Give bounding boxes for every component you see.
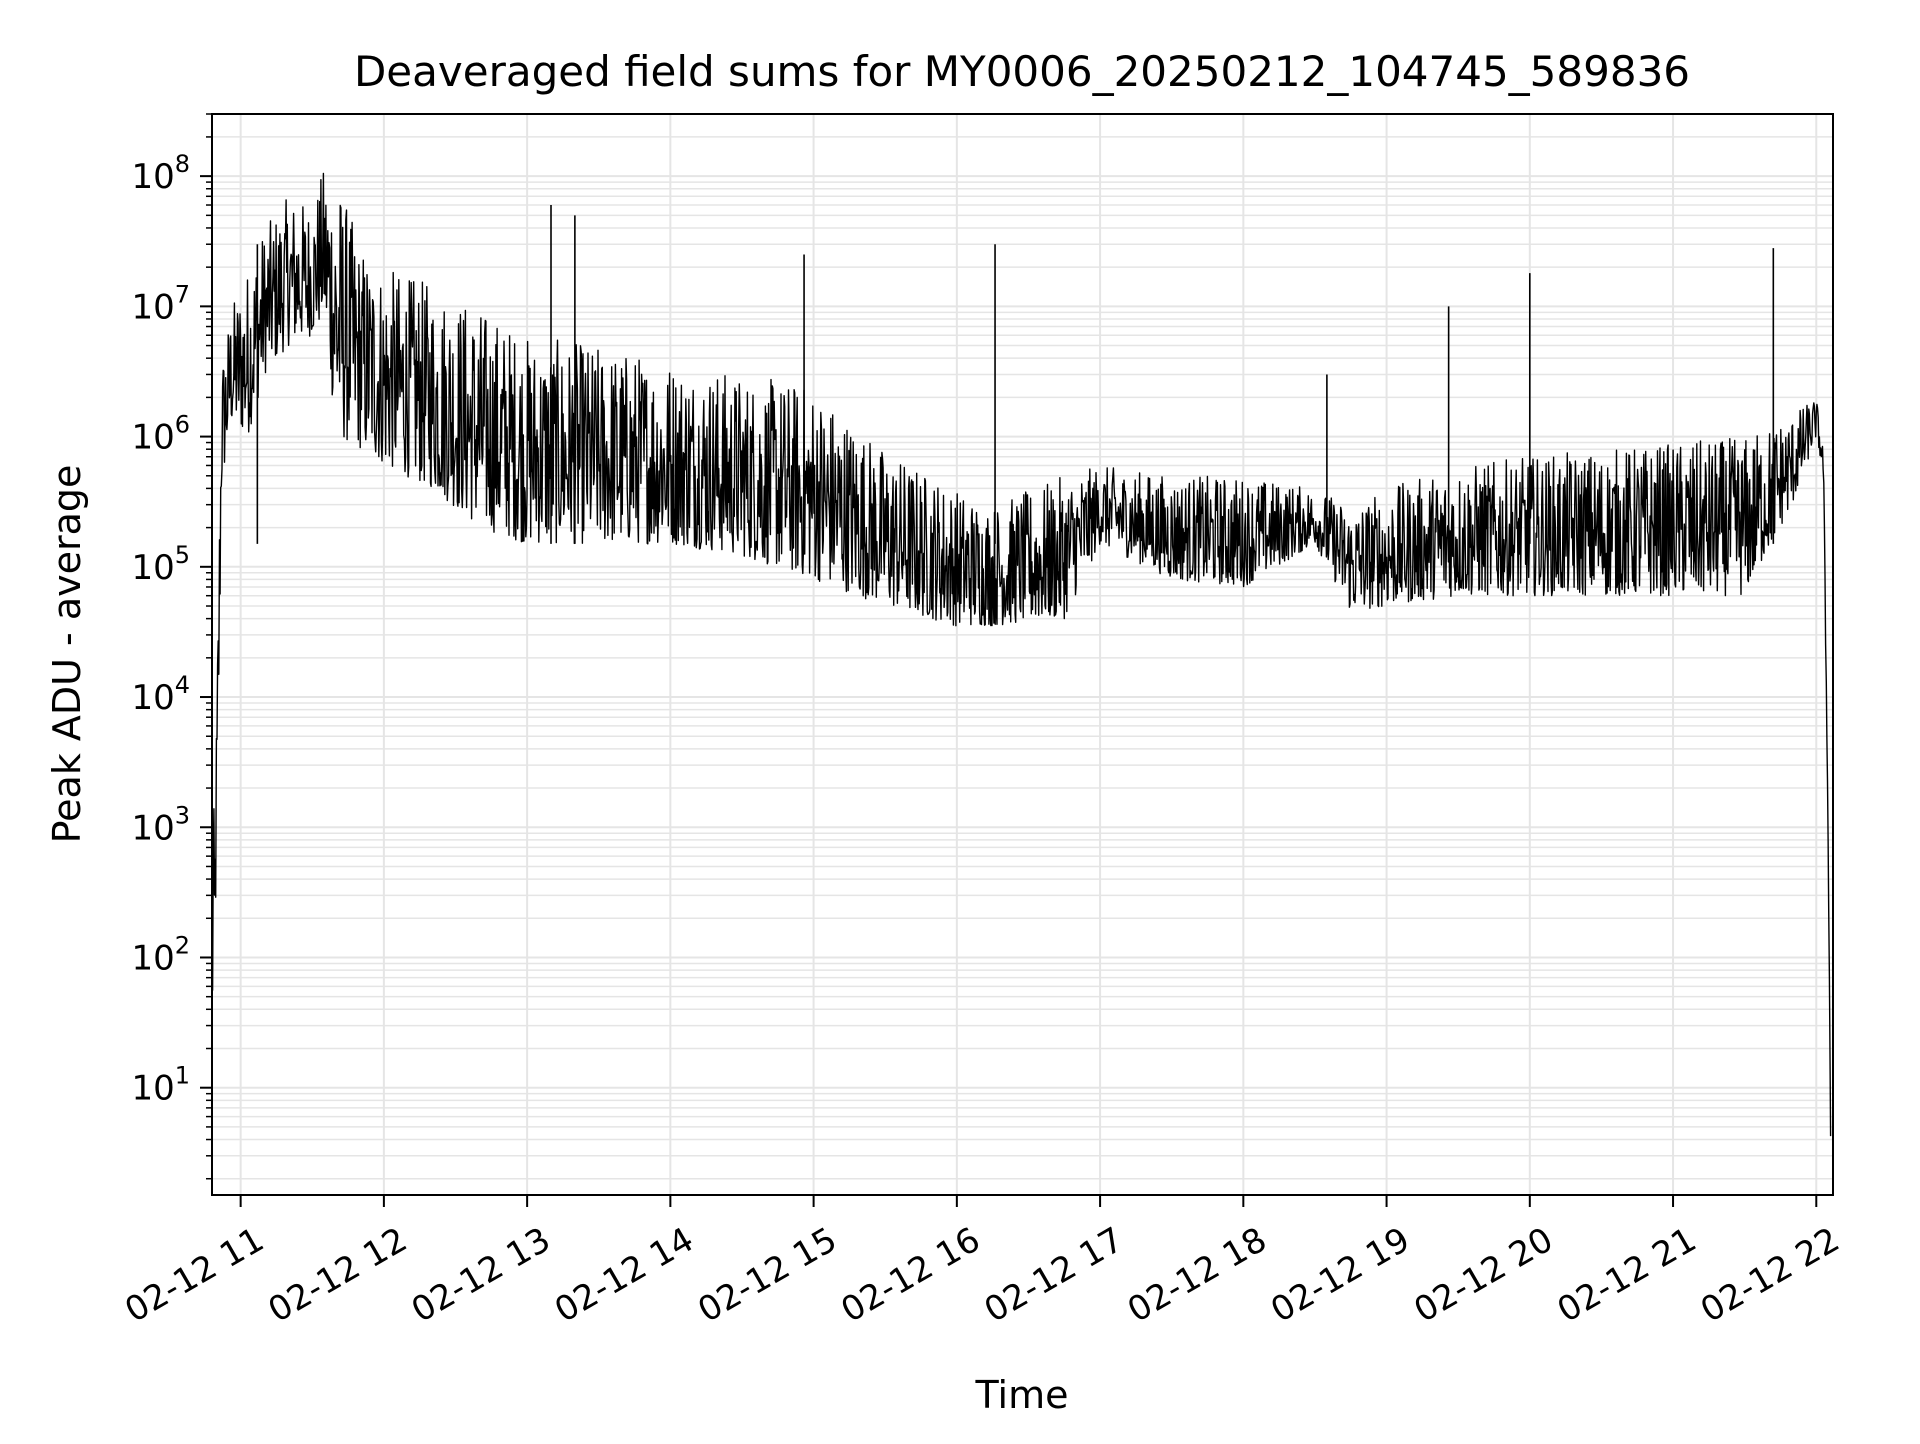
- y-tick-label: 105: [131, 541, 190, 588]
- plot-frame: [211, 113, 1834, 1196]
- y-tick-label: 106: [131, 411, 190, 458]
- y-tick-label: 104: [131, 671, 190, 718]
- y-axis-label: Peak ADU - average: [45, 465, 89, 844]
- x-axis-label: Time: [975, 1373, 1069, 1417]
- series-layer: [211, 172, 1832, 1137]
- chart-title: Deaveraged field sums for MY0006_2025021…: [354, 47, 1690, 96]
- grid-layer: [212, 113, 1833, 1195]
- y-tick-label: 103: [131, 801, 190, 848]
- y-tick-label: 102: [131, 931, 190, 978]
- data-series-line: [211, 172, 1832, 1137]
- y-tick-label: 107: [131, 280, 190, 327]
- y-tick-label: 108: [131, 150, 190, 197]
- y-tick-label: 101: [131, 1062, 190, 1109]
